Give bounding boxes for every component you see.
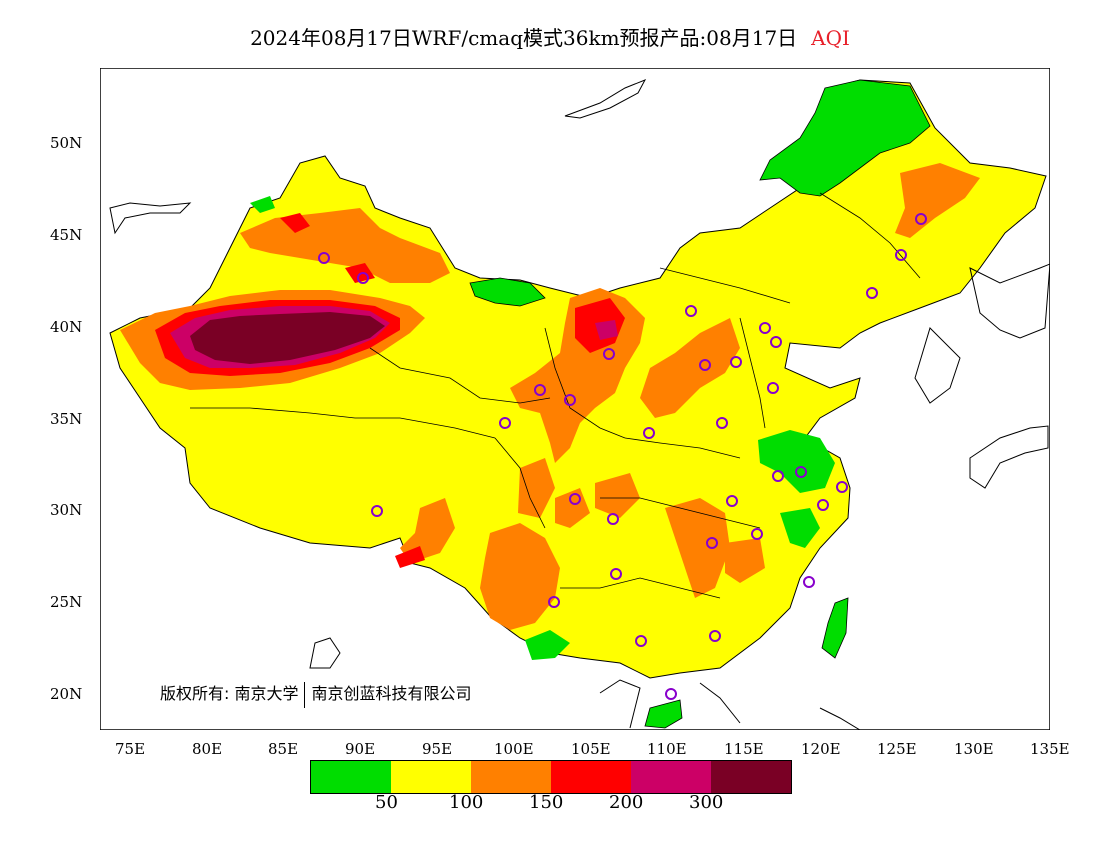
city-marker <box>795 466 807 478</box>
city-marker <box>699 359 711 371</box>
legend-swatch-green <box>311 761 391 793</box>
city-marker <box>895 249 907 261</box>
copyright-notice: 版权所有: 南京大学 南京创蓝科技有限公司 <box>160 680 472 708</box>
x-tick-label: 130E <box>954 740 994 758</box>
city-marker <box>803 576 815 588</box>
region-green-east-1 <box>758 430 835 493</box>
y-tick-label: 25N <box>50 593 83 611</box>
copyright-owner: 版权所有: 南京大学 <box>160 684 299 703</box>
region-orange-hunan <box>555 488 590 528</box>
legend-swatch-yellow <box>391 761 471 793</box>
x-tick-label: 90E <box>345 740 376 758</box>
city-marker <box>730 356 742 368</box>
y-tick-label: 45N <box>50 226 83 244</box>
region-green-west <box>250 196 275 213</box>
coastline-outside <box>109 79 1050 730</box>
legend-swatch-orange <box>471 761 551 793</box>
x-tick-label: 125E <box>877 740 917 758</box>
city-marker <box>726 495 738 507</box>
x-tick-label: 85E <box>268 740 299 758</box>
city-marker <box>770 336 782 348</box>
city-marker <box>716 417 728 429</box>
city-marker <box>603 348 615 360</box>
city-marker <box>767 382 779 394</box>
y-tick-label: 40N <box>50 318 83 336</box>
legend-swatch-red <box>551 761 631 793</box>
city-marker <box>665 688 677 700</box>
x-tick-label: 135E <box>1030 740 1070 758</box>
city-marker <box>915 213 927 225</box>
map-title: 2024年08月17日WRF/cmaq模式36km预报产品:08月17日 AQI <box>0 22 1100 51</box>
city-marker <box>685 305 697 317</box>
province-boundaries <box>190 192 921 599</box>
region-orange-central-2 <box>665 498 730 598</box>
city-marker <box>534 384 546 396</box>
x-tick-label: 75E <box>115 740 146 758</box>
x-tick-label: 110E <box>647 740 687 758</box>
city-marker <box>318 252 330 264</box>
region-green-south <box>525 630 570 660</box>
legend-label: 200 <box>609 792 644 813</box>
region-orange-yunnan <box>480 523 560 630</box>
region-orange-north-china <box>640 318 740 418</box>
city-marker <box>709 630 721 642</box>
legend-swatch-darkred <box>711 761 791 793</box>
city-marker <box>548 596 560 608</box>
city-marker <box>607 513 619 525</box>
x-tick-label: 120E <box>801 740 841 758</box>
x-tick-label: 80E <box>192 740 223 758</box>
y-tick-label: 35N <box>50 410 83 428</box>
city-marker <box>357 272 369 284</box>
legend-swatch-purple <box>631 761 711 793</box>
copyright-divider <box>304 681 306 708</box>
city-marker <box>610 568 622 580</box>
region-orange-central-3 <box>725 538 765 583</box>
city-marker <box>643 427 655 439</box>
city-marker <box>499 417 511 429</box>
region-green-taiwan <box>821 597 849 659</box>
region-orange-central-1 <box>595 473 640 518</box>
region-green-hainan <box>644 699 683 729</box>
copyright-company: 南京创蓝科技有限公司 <box>311 684 472 703</box>
city-marker <box>569 493 581 505</box>
city-marker <box>564 394 576 406</box>
legend-label: 100 <box>449 792 484 813</box>
legend-label: 50 <box>375 792 398 813</box>
region-red-tibet-south <box>395 546 425 568</box>
city-marker <box>836 481 848 493</box>
x-tick-label: 95E <box>422 740 453 758</box>
legend-label: 300 <box>689 792 724 813</box>
city-marker <box>371 505 383 517</box>
x-tick-label: 100E <box>494 740 534 758</box>
y-tick-label: 30N <box>50 501 83 519</box>
y-tick-label: 20N <box>50 685 83 703</box>
city-marker <box>706 537 718 549</box>
region-orange-tibet <box>400 498 455 563</box>
region-green-north <box>469 277 546 307</box>
city-marker <box>772 470 784 482</box>
region-purple-ordos <box>595 320 618 340</box>
title-variable: AQI <box>811 26 850 50</box>
legend-label: 150 <box>529 792 564 813</box>
city-marker <box>751 528 763 540</box>
region-green-northeast <box>759 79 931 197</box>
aqi-map <box>100 68 1050 730</box>
x-tick-label: 105E <box>571 740 611 758</box>
y-tick-label: 50N <box>50 134 83 152</box>
city-marker <box>817 499 829 511</box>
color-legend <box>310 760 792 794</box>
region-red-xinjiang-1 <box>280 213 310 233</box>
region-darkred-tarim <box>190 312 385 364</box>
city-marker <box>866 287 878 299</box>
city-marker <box>635 635 647 647</box>
x-tick-label: 115E <box>724 740 764 758</box>
title-main: 2024年08月17日WRF/cmaq模式36km预报产品:08月17日 <box>250 26 798 50</box>
region-orange-sichuan <box>518 458 555 518</box>
city-markers <box>318 213 927 700</box>
region-green-east-2 <box>780 508 820 548</box>
city-marker <box>759 322 771 334</box>
